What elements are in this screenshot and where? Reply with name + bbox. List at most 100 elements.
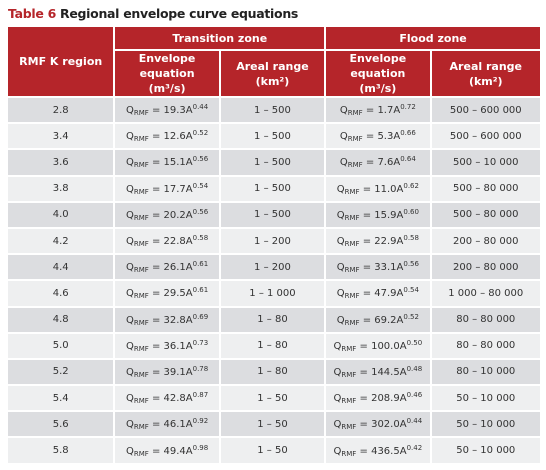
equation-rhs: = 15.9A	[359, 209, 404, 221]
equation-base: Q	[336, 262, 345, 274]
equation-base: Q	[333, 366, 342, 378]
region-cell: 5.4	[8, 386, 114, 411]
range-cell: 80 – 80 000	[431, 333, 540, 358]
equation-base: Q	[333, 445, 342, 457]
region-cell: 4.0	[8, 202, 114, 227]
equation-rhs: = 5.3A	[362, 131, 401, 143]
range-cell: 200 – 80 000	[431, 255, 540, 280]
range-cell: 80 – 10 000	[431, 359, 540, 385]
equation-base: Q	[125, 262, 134, 274]
table-row: 4.0 QRMF = 20.2A0.56 1 – 500 QRMF = 15.9A0.…	[8, 202, 540, 227]
equation-rhs: = 49.4A	[148, 445, 193, 457]
region-cell: 3.4	[8, 124, 114, 149]
equation-base: Q	[125, 105, 134, 117]
equation-cell: QRMF = 19.3A0.44	[115, 98, 219, 123]
equation-rhs: = 144.5A	[356, 366, 407, 378]
header-cell: Flood zone	[326, 27, 540, 49]
range-cell: 1 – 1 000	[220, 281, 325, 306]
equation-subscript: RMF	[341, 423, 357, 432]
equation-base: Q	[336, 236, 345, 248]
equation-exponent: 0.87	[192, 391, 209, 400]
equation-subscript: RMF	[341, 449, 357, 458]
equation-exponent: 0.69	[192, 312, 209, 321]
equation-cell: QRMF = 22.9A0.58	[326, 228, 430, 254]
equation-exponent: 0.46	[406, 391, 423, 400]
range-cell: 1 – 80	[220, 333, 325, 358]
equation-rhs: = 32.8A	[148, 314, 193, 326]
equation-base: Q	[125, 419, 134, 431]
equation-base: Q	[125, 236, 134, 248]
equation-rhs: = 33.1A	[359, 262, 404, 274]
table-row: 5.6 QRMF = 46.1A0.92 1 – 50 QRMF = 302.0A0.…	[8, 412, 540, 437]
equation-exponent: 0.92	[192, 417, 209, 426]
equation-subscript: RMF	[133, 344, 149, 353]
equation-rhs: = 20.2A	[148, 209, 193, 221]
table-label: Table 6	[8, 6, 57, 21]
equation-exponent: 0.48	[406, 364, 423, 373]
header-cell: Areal range (km²)	[220, 51, 325, 96]
equation-rhs: = 47.9A	[359, 288, 404, 300]
equation-rhs: = 1.7A	[362, 105, 401, 117]
equation-subscript: RMF	[344, 240, 360, 249]
equation-exponent: 0.50	[406, 338, 423, 347]
table-row: 5.0 QRMF = 36.1A0.73 1 – 80 QRMF = 100.0A0.…	[8, 333, 540, 358]
equation-exponent: 0.61	[192, 260, 209, 269]
equation-subscript: RMF	[133, 449, 149, 458]
range-cell: 50 – 10 000	[431, 412, 540, 437]
range-cell: 1 – 50	[220, 438, 325, 463]
equation-cell: QRMF = 436.5A0.42	[326, 438, 430, 463]
range-cell: 500 – 80 000	[431, 202, 540, 227]
equation-cell: QRMF = 208.9A0.46	[326, 386, 430, 411]
equation-exponent: 0.54	[192, 181, 209, 190]
table-row: 4.6 QRMF = 29.5A0.61 1 – 1 000 QRMF = 47.9A…	[8, 281, 540, 306]
equation-cell: QRMF = 29.5A0.61	[115, 281, 219, 306]
equation-subscript: RMF	[133, 161, 149, 170]
equation-base: Q	[125, 366, 134, 378]
table-row: 2.8 QRMF = 19.3A0.44 1 – 500 QRMF = 1.7A0.7…	[8, 98, 540, 123]
table-row: 5.2 QRMF = 39.1A0.78 1 – 80 QRMF = 144.5A0.…	[8, 359, 540, 385]
equation-cell: QRMF = 47.9A0.54	[326, 281, 430, 306]
equation-subscript: RMF	[133, 266, 149, 275]
header-cell: Transition zone	[115, 27, 325, 49]
range-cell: 1 – 500	[220, 176, 325, 201]
equation-rhs: = 100.0A	[356, 340, 407, 352]
equation-subscript: RMF	[133, 292, 149, 301]
equation-subscript: RMF	[133, 135, 149, 144]
equation-subscript: RMF	[133, 370, 149, 379]
equation-subscript: RMF	[133, 397, 149, 406]
equation-subscript: RMF	[344, 187, 360, 196]
equation-exponent: 0.54	[403, 286, 419, 295]
region-cell: 5.6	[8, 412, 114, 437]
equation-base: Q	[125, 340, 134, 352]
range-cell: 1 – 200	[220, 255, 325, 280]
equation-subscript: RMF	[341, 397, 357, 406]
equation-base: Q	[333, 340, 342, 352]
header-cell: Areal range (km²)	[431, 51, 540, 96]
table-body: 2.8 QRMF = 19.3A0.44 1 – 500 QRMF = 1.7A0.7…	[8, 98, 540, 463]
equation-subscript: RMF	[133, 240, 149, 249]
equation-subscript: RMF	[347, 109, 363, 118]
equation-exponent: 0.52	[403, 312, 419, 321]
equation-cell: QRMF = 144.5A0.48	[326, 359, 430, 385]
range-cell: 500 – 600 000	[431, 124, 540, 149]
equation-exponent: 0.56	[192, 207, 209, 216]
equation-subscript: RMF	[344, 213, 360, 222]
equation-base: Q	[339, 105, 348, 117]
equation-rhs: = 22.8A	[148, 236, 193, 248]
equation-base: Q	[125, 288, 134, 300]
equation-subscript: RMF	[344, 266, 360, 275]
equation-cell: QRMF = 42.8A0.87	[115, 386, 219, 411]
equation-rhs: = 22.9A	[359, 236, 404, 248]
range-cell: 200 – 80 000	[431, 228, 540, 254]
equation-exponent: 0.61	[192, 286, 209, 295]
equation-base: Q	[125, 131, 134, 143]
header-cell: Envelope equation (m³/s)	[115, 51, 219, 96]
equation-rhs: = 42.8A	[148, 393, 193, 405]
equation-base: Q	[125, 314, 134, 326]
equation-subscript: RMF	[344, 318, 360, 327]
region-cell: 4.8	[8, 307, 114, 332]
table-row: 5.4 QRMF = 42.8A0.87 1 – 50 QRMF = 208.9A0.…	[8, 386, 540, 411]
equation-base: Q	[333, 393, 342, 405]
equation-rhs: = 302.0A	[356, 419, 407, 431]
equation-rhs: = 29.5A	[148, 288, 193, 300]
